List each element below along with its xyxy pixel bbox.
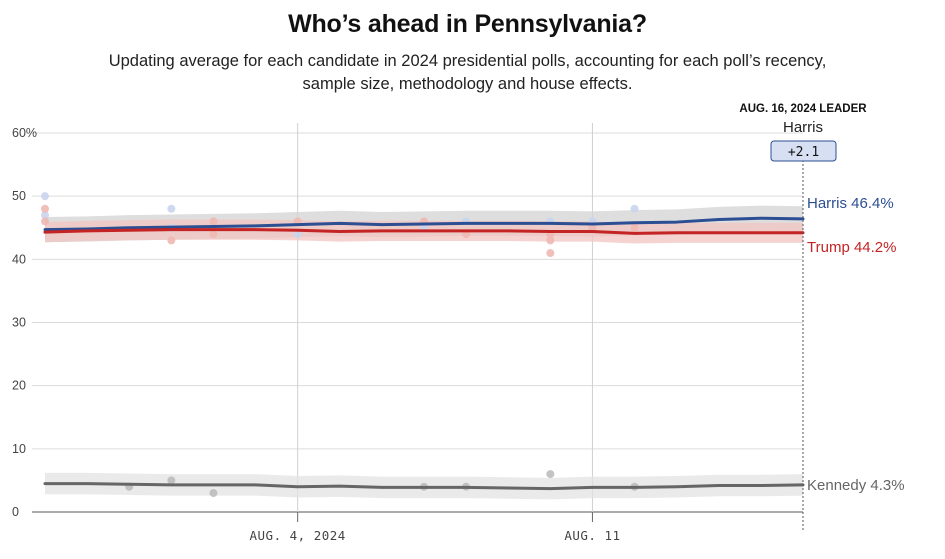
confidence-bands xyxy=(45,205,803,500)
y-axis-labels: 60% 50 40 30 20 10 0 xyxy=(12,126,37,519)
trump-poll-dot xyxy=(167,236,176,245)
harris-poll-dot xyxy=(167,204,176,213)
x-tick-label: AUG. 4, 2024 xyxy=(250,528,346,543)
kennedy-poll-dot xyxy=(546,470,555,479)
y-tick-label: 60% xyxy=(12,126,37,140)
y-tick-label: 20 xyxy=(12,379,26,393)
leader-box: AUG. 16, 2024 LEADER Harris +2.1 xyxy=(739,103,867,530)
trump-poll-dot xyxy=(209,217,218,226)
trump-poll-dot xyxy=(209,230,218,239)
harris-poll-dot xyxy=(630,204,639,213)
harris-poll-dot xyxy=(41,192,49,201)
average-lines xyxy=(43,216,805,491)
leader-date: AUG. 16, 2024 LEADER xyxy=(739,103,867,115)
x-tick-label: AUG. 11 xyxy=(564,528,620,543)
harris-end-label: Harris 46.4% xyxy=(807,195,894,212)
chart-subtitle: Updating average for each candidate in 2… xyxy=(108,52,827,93)
y-tick-label: 10 xyxy=(12,442,26,456)
harris-average-line xyxy=(43,216,805,232)
y-tick-label: 40 xyxy=(12,252,26,266)
end-labels: Harris 46.4% Trump 44.2% Kennedy 4.3% xyxy=(807,195,905,494)
x-axis: AUG. 4, 2024 AUG. 11 xyxy=(250,512,620,543)
trump-poll-dot xyxy=(41,217,49,226)
leader-name: Harris xyxy=(783,119,823,136)
leader-margin: +2.1 xyxy=(788,145,819,160)
harris-poll-dot xyxy=(41,211,49,220)
trump-end-label: Trump 44.2% xyxy=(807,239,896,256)
trump-poll-dot xyxy=(546,236,555,245)
harris-poll-dot xyxy=(293,230,302,239)
gridlines xyxy=(32,123,803,513)
kennedy-poll-dot xyxy=(209,489,218,498)
trump-average-line xyxy=(43,228,805,235)
kennedy-poll-dot xyxy=(167,476,176,485)
trump-poll-dot xyxy=(546,249,555,258)
kennedy-average-line xyxy=(43,482,805,491)
y-tick-label: 50 xyxy=(12,189,26,203)
y-tick-label: 0 xyxy=(12,505,19,519)
leader-margin-badge xyxy=(770,140,837,162)
trump-poll-dot xyxy=(588,223,597,232)
y-tick-label: 30 xyxy=(12,316,26,330)
kennedy-end-label: Kennedy 4.3% xyxy=(807,477,905,494)
trump-poll-dot xyxy=(41,204,49,213)
chart-title: Who’s ahead in Pennsylvania? xyxy=(288,10,647,38)
trump-poll-dot xyxy=(630,223,639,232)
